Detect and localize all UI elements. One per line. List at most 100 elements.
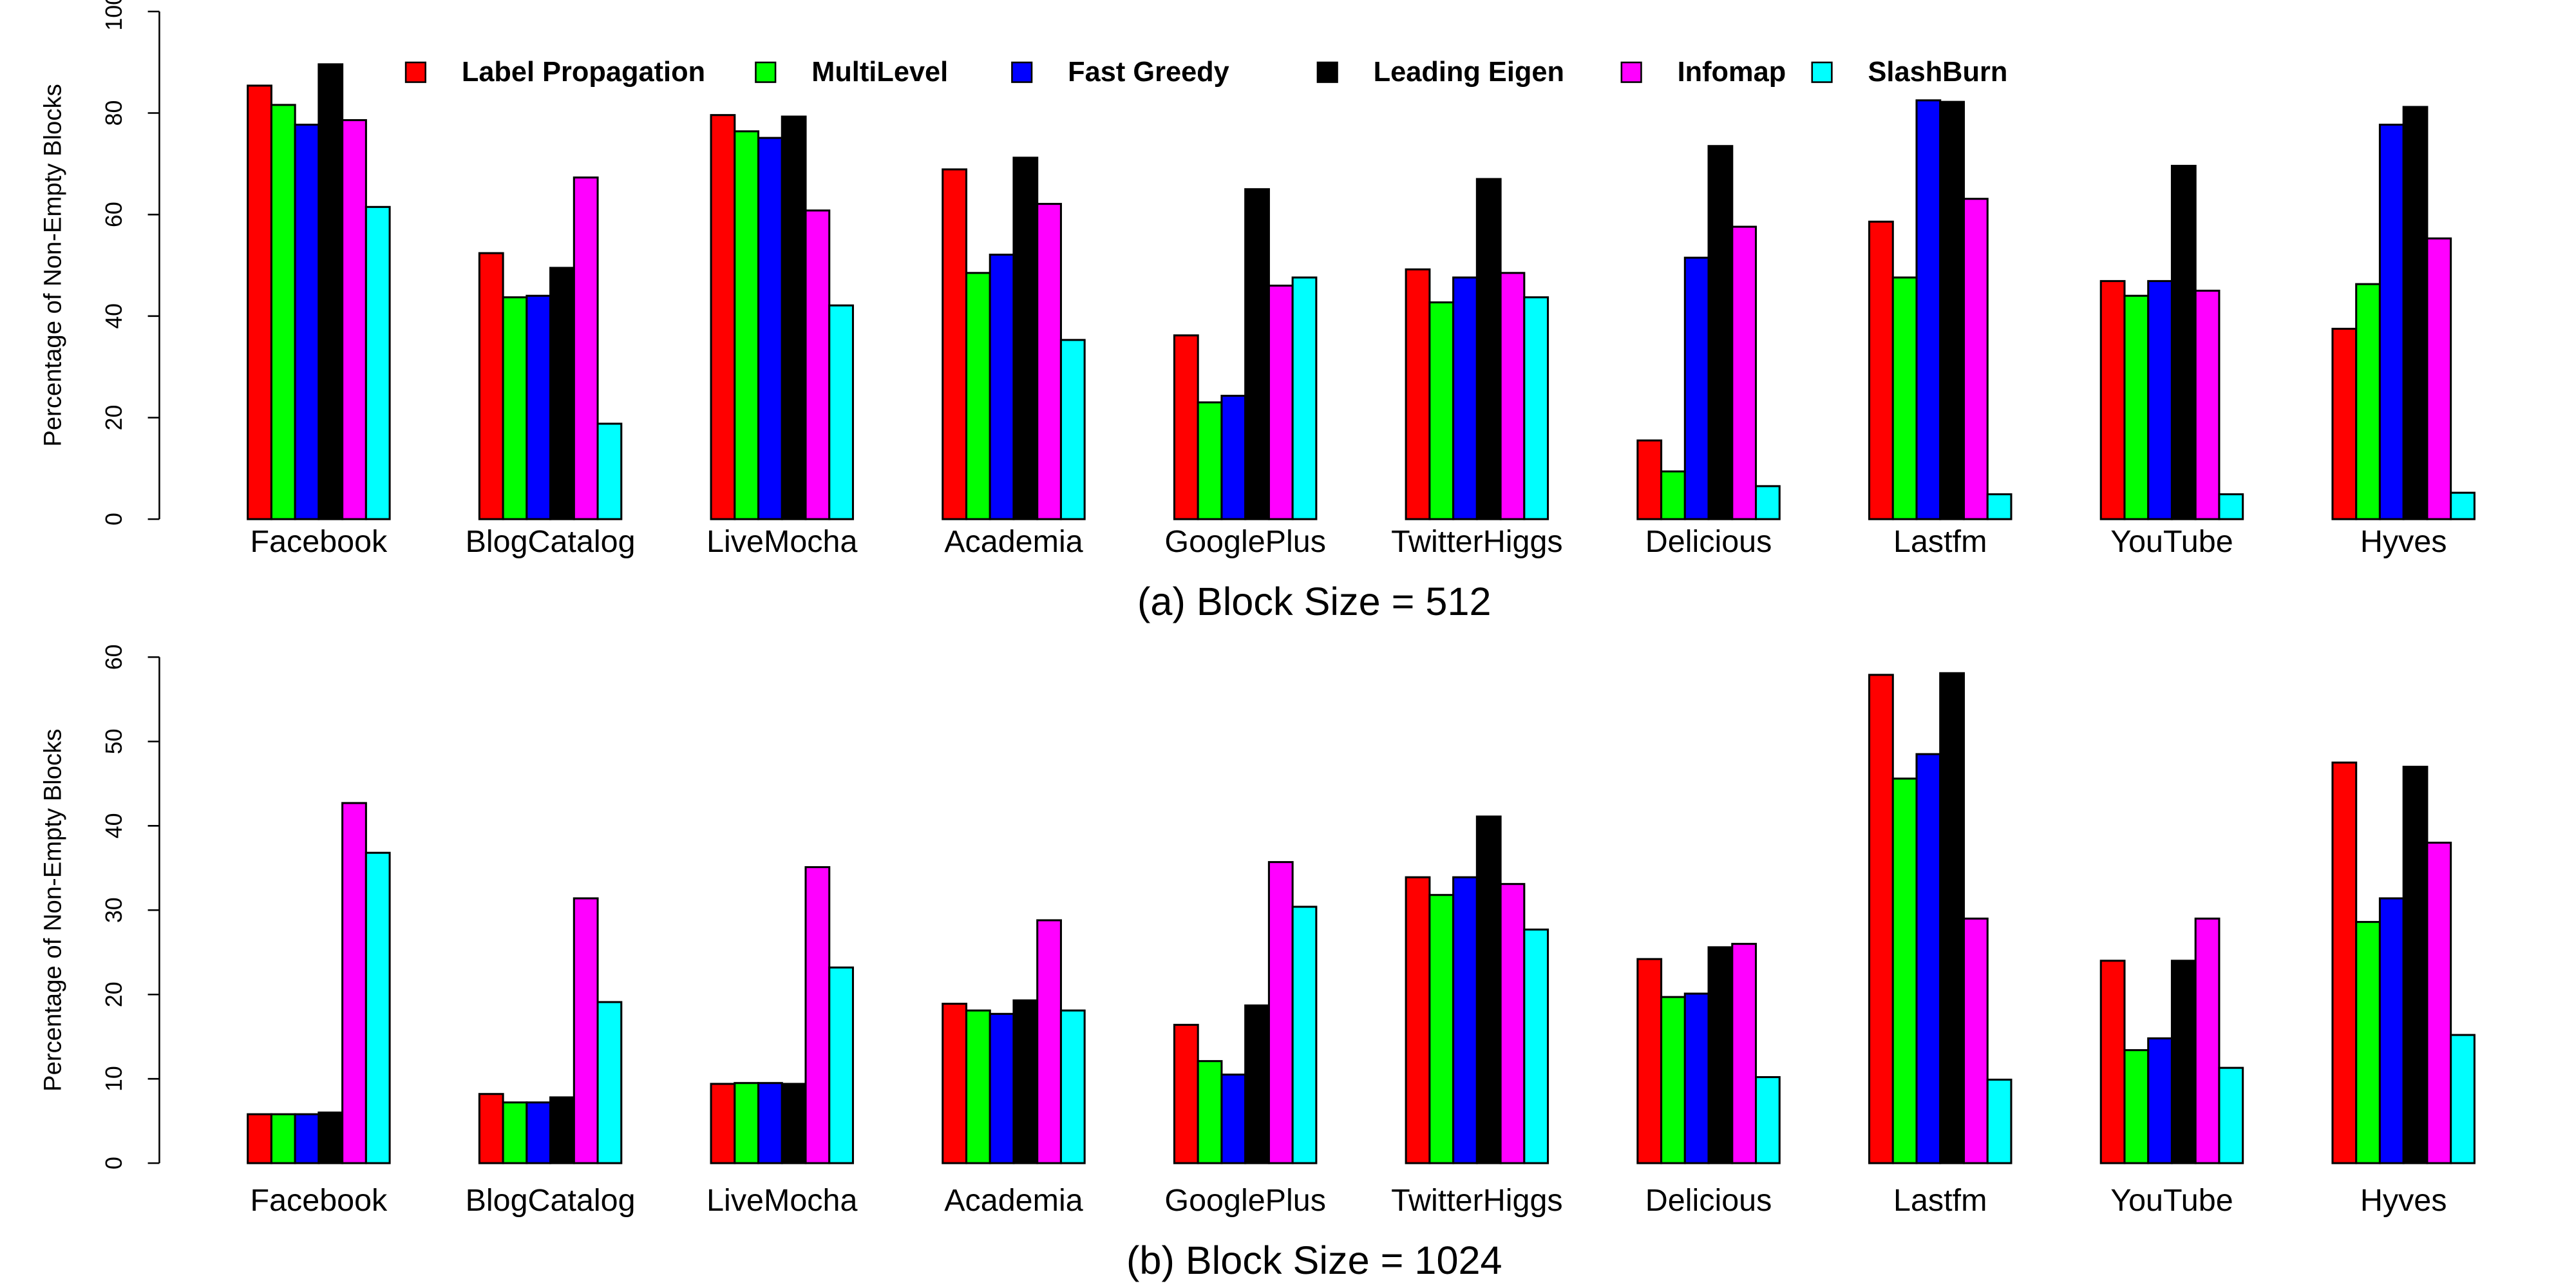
bar (1173, 334, 1199, 520)
bar (1499, 272, 1526, 520)
bar (2402, 766, 2429, 1164)
x-tick-label: Lastfm (1893, 524, 1987, 559)
bar (1891, 276, 1918, 520)
bar (2170, 960, 2197, 1164)
bar (1683, 992, 1710, 1164)
bar (1499, 883, 1526, 1164)
x-tick-label: BlogCatalog (466, 1183, 636, 1218)
bar (1475, 178, 1502, 520)
x-tick-label: Facebook (250, 524, 388, 559)
bar (1939, 672, 1965, 1164)
bar (317, 1112, 344, 1164)
x-tick-label: Hyves (2360, 1183, 2447, 1218)
bar (573, 176, 599, 520)
bar (549, 1096, 575, 1164)
x-tick-label: Delicious (1645, 524, 1772, 559)
bar (294, 124, 320, 520)
bar (1405, 876, 1431, 1164)
x-tick-label: Lastfm (1893, 1183, 1987, 1218)
bar (2450, 1034, 2476, 1164)
bar (2450, 491, 2476, 520)
y-axis-label: Percentage of Non-Empty Blocks (39, 84, 66, 446)
bar (2123, 1049, 2150, 1164)
legend-swatch (1316, 61, 1338, 83)
bar (270, 1113, 296, 1164)
bar (2378, 897, 2405, 1164)
legend-swatch (1620, 61, 1642, 83)
bar (341, 802, 367, 1164)
bar (2218, 1066, 2244, 1164)
y-tick-label: 20 (101, 981, 127, 1007)
bar (478, 252, 504, 520)
y-tick-label: 0 (101, 513, 127, 526)
bar (573, 897, 599, 1164)
bar (1291, 905, 1318, 1164)
bar (2331, 761, 2358, 1164)
bar (1452, 276, 1478, 520)
legend-label: Label Propagation (462, 57, 705, 88)
bar (1891, 777, 1918, 1164)
legend-label: SlashBurn (1868, 57, 2008, 88)
bar (757, 1082, 783, 1164)
x-tick-label: GooglePlus (1164, 1183, 1326, 1218)
x-tick-label: TwitterHiggs (1391, 1183, 1563, 1218)
bar (1707, 145, 1734, 520)
bar (2194, 917, 2221, 1164)
bar (757, 137, 783, 520)
bar (549, 267, 575, 520)
bar (1523, 928, 1549, 1164)
bar (828, 966, 855, 1164)
bar (1731, 943, 1757, 1164)
x-tick-label: YouTube (2110, 1183, 2233, 1218)
bar (1868, 674, 1894, 1164)
bar (2331, 327, 2358, 520)
bar (1962, 198, 1989, 520)
bar (596, 422, 623, 520)
bar (1197, 1060, 1223, 1164)
bar (1173, 1023, 1199, 1164)
x-tick-label: LiveMocha (706, 524, 857, 559)
bar (2378, 124, 2405, 520)
chart-title: (a) Block Size = 512 (1137, 580, 1492, 623)
bar (828, 304, 855, 520)
bar (1059, 339, 1086, 520)
bar (1405, 268, 1431, 520)
legend-swatch (1011, 61, 1033, 83)
bar (1012, 156, 1039, 520)
bar (1915, 99, 1942, 520)
legend-label: Infomap (1678, 57, 1786, 88)
bar (1059, 1009, 1086, 1164)
x-tick-label: GooglePlus (1164, 524, 1326, 559)
bar (1036, 919, 1062, 1164)
legend-swatch (755, 61, 777, 83)
bar (478, 1093, 504, 1164)
y-tick-label: 30 (101, 897, 127, 923)
bar (734, 130, 760, 520)
bar (270, 104, 296, 520)
bar (2099, 279, 2126, 520)
bar (1755, 1076, 1781, 1164)
bar (1660, 996, 1686, 1164)
x-tick-label: LiveMocha (706, 1183, 857, 1218)
y-tick-label: 60 (101, 645, 127, 670)
bar (1683, 256, 1710, 520)
bar (1267, 284, 1294, 520)
bar (2355, 283, 2381, 520)
bar (1428, 301, 1455, 520)
bar (1244, 1004, 1270, 1164)
x-tick-label: BlogCatalog (466, 524, 636, 559)
bar (942, 1003, 968, 1164)
bar (317, 63, 344, 520)
bar (1636, 958, 1663, 1164)
bar (1986, 493, 2012, 520)
legend-label: Fast Greedy (1068, 57, 1229, 88)
bar (2147, 279, 2173, 520)
bar (965, 272, 991, 520)
bar (1475, 815, 1502, 1164)
chart-title: (b) Block Size = 1024 (1126, 1238, 1502, 1282)
bar (2099, 960, 2126, 1164)
bar (247, 1113, 272, 1164)
bar (804, 866, 831, 1164)
